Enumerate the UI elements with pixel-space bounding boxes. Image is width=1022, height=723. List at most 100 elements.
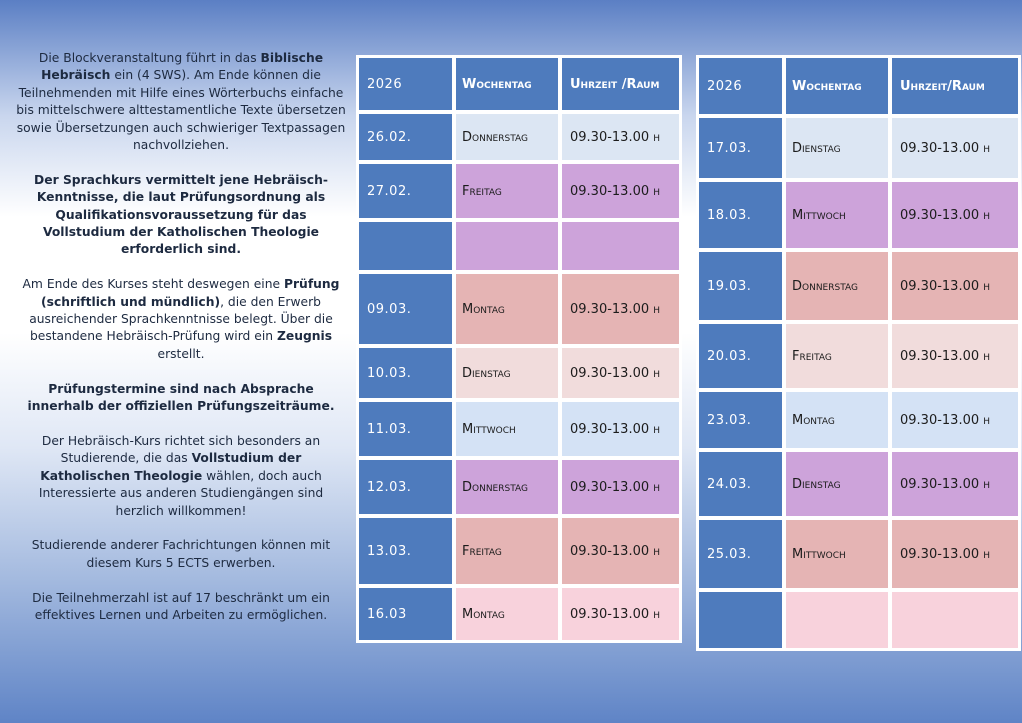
description-paragraph: Die Teilnehmerzahl ist auf 17 beschränkt…: [14, 590, 348, 625]
date-cell: 12.03.: [357, 458, 454, 516]
weekday-cell: Dienstag: [784, 116, 890, 180]
time-cell: 09.30-13.00 h: [560, 346, 681, 400]
description-paragraph: Der Sprachkurs vermittelt jene Hebräisch…: [14, 172, 348, 259]
table-header-row: 2026 Wochentag Uhrzeit/Raum: [697, 56, 1020, 116]
text-segment: Studierende anderer Fachrichtungen könne…: [31, 538, 331, 570]
schedule-table-2: 2026 Wochentag Uhrzeit/Raum 17.03. Dienstag 0…: [696, 55, 1021, 651]
time-cell: 09.30-13.00 h: [560, 112, 681, 162]
date-cell: 16.03: [357, 586, 454, 642]
bold-text: Vollstudium der Katholischen Theologie: [40, 451, 302, 483]
table-row: 24.03. Dienstag 09.30-13.00 h: [697, 450, 1020, 518]
date-cell: 20.03.: [697, 322, 784, 390]
date-cell: 13.03.: [357, 516, 454, 586]
text-segment: ein (4 SWS). Am Ende können die Teilnehm…: [16, 68, 346, 153]
weekday-cell: Donnerstag: [454, 458, 560, 516]
weekday-cell: Freitag: [784, 322, 890, 390]
time-cell: [890, 590, 1020, 650]
date-cell: 25.03.: [697, 518, 784, 590]
time-cell: 09.30-13.00 h: [890, 450, 1020, 518]
table-row: 11.03. Mittwoch 09.30-13.00 h: [357, 400, 681, 458]
text-segment: erstellt.: [157, 346, 205, 361]
column-header: Wochentag: [784, 56, 890, 116]
weekday-cell: Donnerstag: [454, 112, 560, 162]
time-cell: 09.30-13.00 h: [890, 116, 1020, 180]
weekday-cell: Montag: [784, 390, 890, 450]
bold-text: Der Sprachkurs vermittelt jene Hebräisch…: [34, 172, 328, 257]
text-segment: Am Ende des Kurses steht deswegen eine: [22, 277, 284, 292]
weekday-cell: Freitag: [454, 162, 560, 220]
table-row: [357, 220, 681, 272]
text-segment: Der Hebräisch-Kurs richtet sich besonder…: [41, 433, 321, 466]
weekday-cell: Dienstag: [454, 346, 560, 400]
table-row: 12.03. Donnerstag 09.30-13.00 h: [357, 458, 681, 516]
text-segment: Die Blockveranstaltung führt in das: [38, 51, 261, 65]
time-cell: 09.30-13.00 h: [890, 322, 1020, 390]
time-cell: 09.30-13.00 h: [890, 180, 1020, 250]
table-row: 19.03. Donnerstag 09.30-13.00 h: [697, 250, 1020, 322]
weekday-cell: Mittwoch: [454, 400, 560, 458]
date-cell: 24.03.: [697, 450, 784, 518]
table-row: 20.03. Freitag 09.30-13.00 h: [697, 322, 1020, 390]
bold-text: Zeugnis: [276, 329, 333, 344]
table-row: 16.03 Montag 09.30-13.00 h: [357, 586, 681, 642]
date-cell: [357, 220, 454, 272]
column-header: 2026: [357, 56, 454, 112]
table-row: 13.03. Freitag 09.30-13.00 h: [357, 516, 681, 586]
weekday-cell: [784, 590, 890, 650]
bold-text: Biblische Hebräisch: [41, 51, 324, 83]
table-row: 18.03. Mittwoch 09.30-13.00 h: [697, 180, 1020, 250]
date-cell: 19.03.: [697, 250, 784, 322]
date-cell: 09.03.: [357, 272, 454, 346]
description-paragraph: Der Hebräisch-Kurs richtet sich besonder…: [14, 433, 348, 520]
time-cell: 09.30-13.00 h: [890, 250, 1020, 322]
date-cell: 27.02.: [357, 162, 454, 220]
text-segment: wählen, doch auch Interessierte aus ande…: [38, 468, 324, 518]
time-cell: 09.30-13.00 h: [890, 518, 1020, 590]
weekday-cell: Mittwoch: [784, 180, 890, 250]
weekday-cell: Dienstag: [784, 450, 890, 518]
date-cell: 11.03.: [357, 400, 454, 458]
date-cell: 26.02.: [357, 112, 454, 162]
table-row: 17.03. Dienstag 09.30-13.00 h: [697, 116, 1020, 180]
column-header: Wochentag: [454, 56, 560, 112]
column-header: 2026: [697, 56, 784, 116]
description-paragraph: Studierende anderer Fachrichtungen könne…: [14, 537, 348, 572]
weekday-cell: Freitag: [454, 516, 560, 586]
table-row: 09.03. Montag 09.30-13.00 h: [357, 272, 681, 346]
date-cell: 10.03.: [357, 346, 454, 400]
course-description: Die Blockveranstaltung führt in das Bibl…: [14, 50, 348, 642]
time-cell: 09.30-13.00 h: [560, 400, 681, 458]
time-cell: [560, 220, 681, 272]
table-row: [697, 590, 1020, 650]
text-segment: , die den Erwerb ausreichender Sprachken…: [29, 294, 333, 344]
schedule-table-1: 2026 Wochentag Uhrzeit /Raum 26.02. Donnerst…: [356, 55, 682, 643]
bold-text: Prüfung (schriftlich und mündlich): [41, 277, 340, 309]
date-cell: 23.03.: [697, 390, 784, 450]
description-paragraph: Die Blockveranstaltung führt in das Bibl…: [14, 50, 348, 154]
table-row: 26.02. Donnerstag 09.30-13.00 h: [357, 112, 681, 162]
weekday-cell: Mittwoch: [784, 518, 890, 590]
date-cell: 17.03.: [697, 116, 784, 180]
time-cell: 09.30-13.00 h: [560, 586, 681, 642]
weekday-cell: Donnerstag: [784, 250, 890, 322]
weekday-cell: Montag: [454, 272, 560, 346]
weekday-cell: [454, 220, 560, 272]
time-cell: 09.30-13.00 h: [890, 390, 1020, 450]
table-row: 27.02. Freitag 09.30-13.00 h: [357, 162, 681, 220]
bold-text: Prüfungstermine sind nach Absprache inne…: [27, 381, 335, 414]
table-row: 25.03. Mittwoch 09.30-13.00 h: [697, 518, 1020, 590]
column-header: Uhrzeit/Raum: [890, 56, 1020, 116]
time-cell: 09.30-13.00 h: [560, 162, 681, 220]
date-cell: 18.03.: [697, 180, 784, 250]
date-cell: [697, 590, 784, 650]
time-cell: 09.30-13.00 h: [560, 272, 681, 346]
table-header-row: 2026 Wochentag Uhrzeit /Raum: [357, 56, 681, 112]
time-cell: 09.30-13.00 h: [560, 516, 681, 586]
column-header: Uhrzeit /Raum: [560, 56, 681, 112]
table-row: 10.03. Dienstag 09.30-13.00 h: [357, 346, 681, 400]
text-segment: Die Teilnehmerzahl ist auf 17 beschränkt…: [32, 590, 330, 622]
description-paragraph: Am Ende des Kurses steht deswegen eine P…: [14, 276, 348, 363]
time-cell: 09.30-13.00 h: [560, 458, 681, 516]
table-row: 23.03. Montag 09.30-13.00 h: [697, 390, 1020, 450]
weekday-cell: Montag: [454, 586, 560, 642]
